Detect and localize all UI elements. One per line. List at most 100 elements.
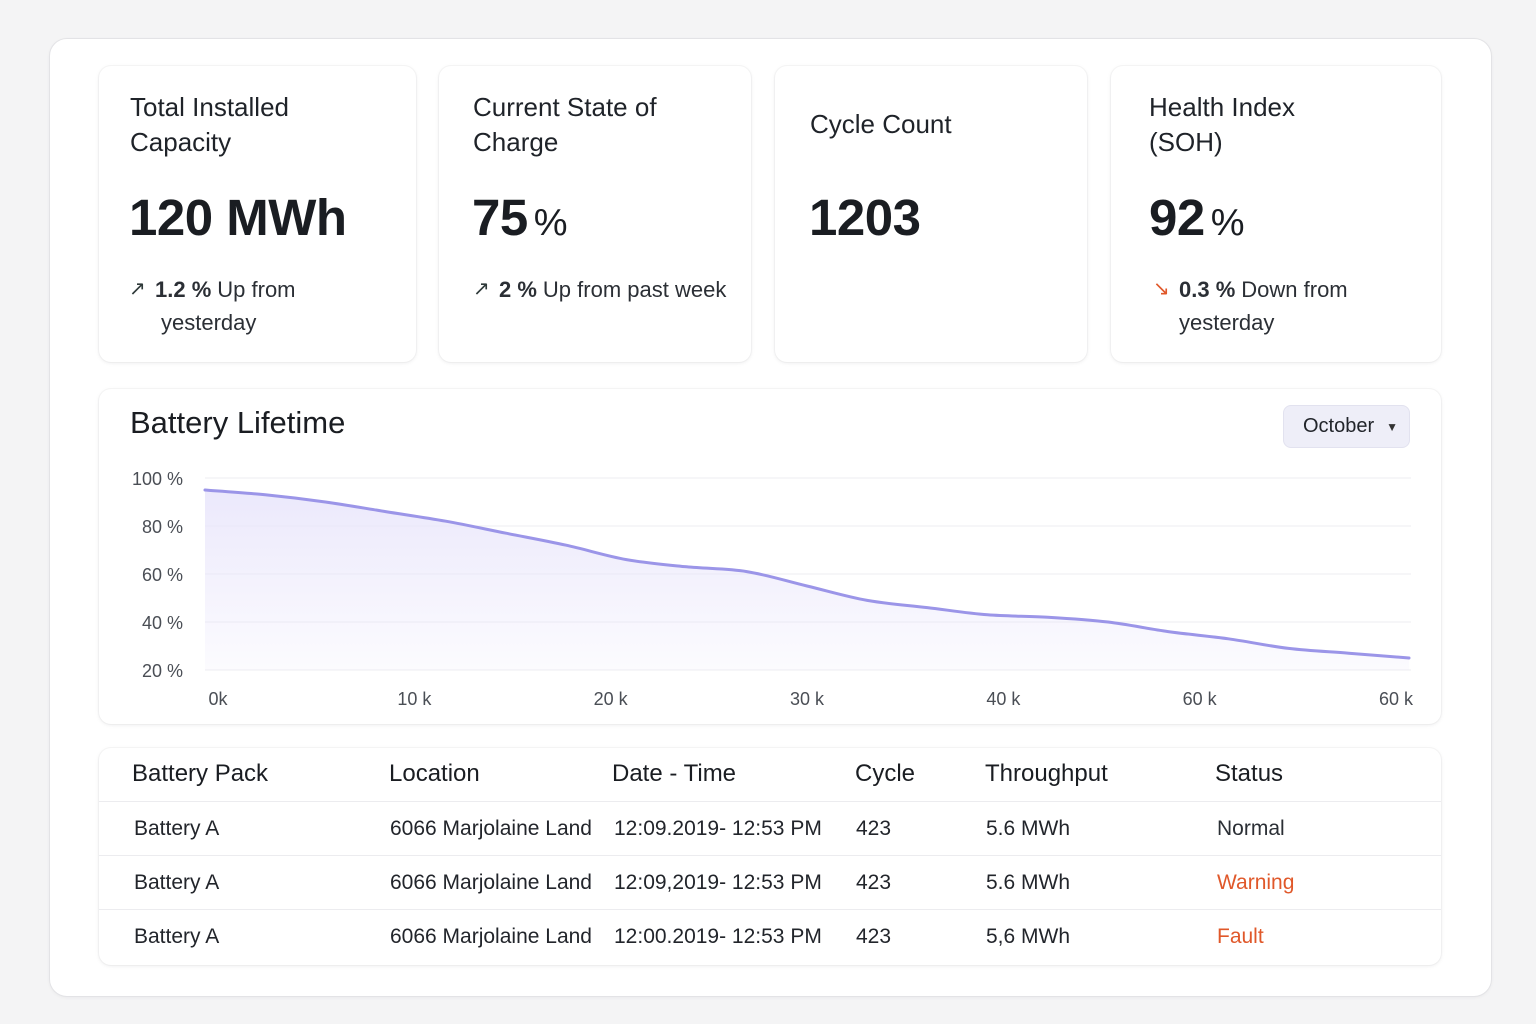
battery-lifetime-card: 100 % 80 % 60 % 40 % 20 % 0k 10 k 20 k 30 k 40 k 6… [99, 389, 1441, 724]
data-point [204, 489, 207, 492]
kpi-card-cycle-count: Cycle Count 1203 [775, 66, 1087, 362]
column-header-throughput[interactable]: Throughput [985, 760, 1108, 787]
table-row[interactable]: Battery A 6066 Marjolaine Land 12:00.2019-… [99, 910, 1441, 964]
column-header-status[interactable]: Status [1215, 760, 1284, 787]
cell-pack: Battery A [134, 817, 220, 840]
x-tick-label: 30 k [790, 689, 825, 709]
cell-throughput: 5,6 MWh [986, 925, 1071, 948]
data-point [625, 558, 628, 561]
kpi-title: Cycle Count [810, 109, 952, 139]
data-point [1347, 652, 1350, 655]
data-point [1107, 621, 1110, 624]
x-tick-label: 40 k [986, 689, 1021, 709]
x-tick-label: 0k [208, 689, 228, 709]
battery-pack-table: Battery Pack Location Date - Time Cycle … [99, 748, 1441, 965]
column-header-location[interactable]: Location [389, 760, 480, 787]
trend-percent: 0.3 % [1179, 277, 1236, 302]
kpi-card-health-index: Health Index (SOH) 92% ↘ 0.3 % Down from y… [1111, 66, 1441, 362]
data-point [384, 510, 387, 513]
cell-cycle: 423 [856, 871, 892, 894]
cell-pack: Battery A [134, 925, 220, 948]
cell-throughput: 5.6 MWh [986, 817, 1071, 840]
data-point [324, 501, 327, 504]
data-point [926, 606, 929, 609]
cell-cycle: 423 [856, 925, 892, 948]
cell-status: Normal [1217, 817, 1285, 840]
data-point [1408, 657, 1411, 660]
chevron-down-icon: ▼ [1386, 419, 1399, 434]
y-tick-label: 20 % [142, 661, 183, 681]
kpi-value-number: 1203 [809, 189, 921, 246]
y-tick-label: 40 % [142, 613, 183, 633]
y-tick-label: 60 % [142, 565, 183, 585]
kpi-value: 120 MWh [129, 188, 347, 247]
trend-text-continued: yesterday [1179, 310, 1275, 335]
kpi-value: 1203 [809, 188, 921, 247]
data-point [866, 599, 869, 602]
data-point [1046, 616, 1049, 619]
battery-lifetime-chart: 100 % 80 % 60 % 40 % 20 % 0k 10 k 20 k 30 k 40 k 6… [132, 469, 1414, 709]
kpi-card-state-of-charge: Current State of Charge 75% ↗ 2 % Up from … [439, 66, 751, 362]
kpi-value-number: 120 MWh [129, 189, 347, 246]
series-area [205, 490, 1409, 670]
trend-percent: 1.2 % [155, 277, 212, 302]
arrow-up-right-icon: ↗ [129, 278, 146, 300]
arrow-down-right-icon: ↘ [1153, 278, 1170, 300]
kpi-title: Total Installed Capacity [130, 92, 289, 157]
chart-title: Battery Lifetime [130, 405, 346, 440]
cell-datetime: 12:09.2019- 12:53 PM [614, 817, 822, 840]
kpi-title: Current State of Charge [473, 92, 657, 157]
cell-status: Warning [1217, 871, 1295, 894]
kpi-title: Health Index (SOH) [1149, 92, 1295, 157]
trend-text: Up from past week [542, 277, 727, 302]
cell-location: 6066 Marjolaine Land [390, 925, 592, 948]
data-point [1167, 630, 1170, 633]
kpi-value-number: 92 [1149, 189, 1205, 246]
column-header-date-time[interactable]: Date - Time [612, 760, 737, 787]
y-tick-label: 80 % [142, 517, 183, 537]
trend-text: Down from [1241, 277, 1348, 302]
kpi-card-capacity: Total Installed Capacity 120 MWh ↗ 1.2 % U… [99, 66, 416, 362]
column-header-cycle[interactable]: Cycle [855, 760, 916, 787]
kpi-value: 92% [1149, 188, 1245, 247]
trend-percent: 2 % [499, 277, 537, 302]
kpi-trend: ↗ 1.2 % Up from yesterday [129, 273, 409, 339]
kpi-value-unit: % [533, 202, 568, 244]
cell-pack: Battery A [134, 871, 220, 894]
cell-cycle: 423 [856, 817, 892, 840]
data-point [565, 544, 568, 547]
table-row[interactable]: Battery A 6066 Marjolaine Land 12:09.2019-… [99, 802, 1441, 856]
x-tick-label: 20 k [594, 689, 629, 709]
x-tick-label: 60 k [1183, 689, 1218, 709]
kpi-value-number: 75 [472, 189, 528, 246]
data-point [505, 532, 508, 535]
cell-throughput: 5.6 MWh [986, 871, 1071, 894]
header-divider [99, 801, 1441, 802]
trend-text: Up from [217, 277, 296, 302]
cell-location: 6066 Marjolaine Land [390, 871, 592, 894]
cell-datetime: 12:00.2019- 12:53 PM [614, 925, 822, 948]
column-header-battery-pack[interactable]: Battery Pack [132, 760, 269, 787]
cell-datetime: 12:09,2019- 12:53 PM [614, 871, 822, 894]
data-point [1287, 647, 1290, 650]
x-tick-label: 60 k [1379, 689, 1414, 709]
data-point [685, 565, 688, 568]
data-point [1227, 637, 1230, 640]
kpi-value-unit: % [1210, 202, 1245, 244]
data-point [806, 585, 809, 588]
cell-location: 6066 Marjolaine Land [390, 817, 592, 840]
cell-status: Fault [1217, 925, 1264, 948]
x-tick-label: 10 k [397, 689, 432, 709]
y-tick-label: 100 % [132, 469, 183, 489]
month-select[interactable]: October ▼ [1283, 405, 1410, 448]
kpi-value: 75% [472, 188, 568, 247]
trend-text-continued: yesterday [161, 310, 257, 335]
kpi-trend: ↘ 0.3 % Down from yesterday [1153, 273, 1433, 339]
arrow-up-right-icon: ↗ [473, 278, 490, 300]
data-point [264, 493, 267, 496]
series-line [203, 488, 1411, 660]
data-point [444, 520, 447, 523]
month-select-value: October [1303, 415, 1375, 437]
table-row[interactable]: Battery A 6066 Marjolaine Land 12:09,2019-… [99, 856, 1441, 910]
data-point [745, 570, 748, 573]
